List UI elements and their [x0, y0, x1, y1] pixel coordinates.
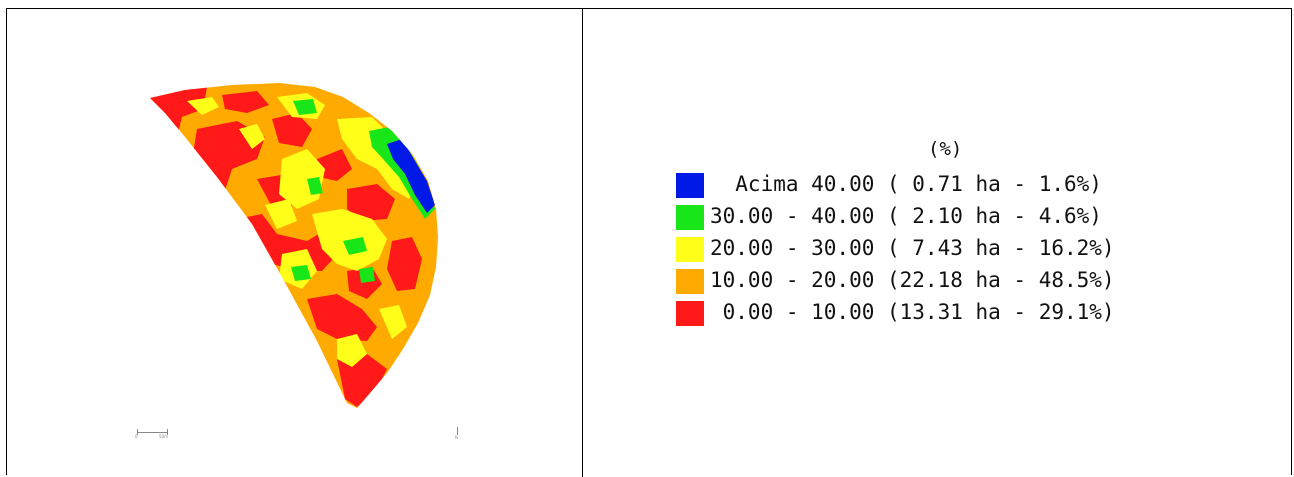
legend-label-0-10: 0.00 - 10.00 (13.31 ha - 29.1%)	[710, 300, 1115, 324]
north-label: N	[455, 435, 458, 440]
legend-label-10-20: 10.00 - 20.00 (22.18 ha - 48.5%)	[710, 268, 1115, 292]
scale-tick-end	[167, 429, 168, 435]
legend-swatch-above-40	[676, 173, 704, 198]
legend-swatch-20-30	[676, 237, 704, 262]
legend-swatch-30-40	[676, 205, 704, 230]
panel-divider	[582, 8, 583, 477]
scale-line	[137, 432, 167, 433]
legend-label-20-30: 20.00 - 30.00 ( 7.43 ha - 16.2%)	[710, 236, 1115, 260]
legend-label-30-40: 30.00 - 40.00 ( 2.10 ha - 4.6%)	[710, 204, 1102, 228]
legend-swatch-0-10	[676, 301, 704, 326]
north-arrow-line	[457, 427, 458, 435]
figure-frame	[6, 8, 1292, 475]
legend-swatch-10-20	[676, 269, 704, 294]
north-arrow: N	[455, 427, 461, 441]
legend-label-above-40: Acima 40.00 ( 0.71 ha - 1.6%)	[710, 172, 1102, 196]
scale-bar: 0 50m	[135, 429, 195, 443]
zone-above-40	[387, 139, 435, 213]
scale-start-label: 0	[135, 434, 138, 439]
scale-tick-start	[137, 429, 138, 435]
legend-title: (%)	[928, 138, 963, 160]
scale-end-label: 50m	[159, 434, 168, 439]
field-map	[150, 83, 438, 408]
map-panel: 0 50m N	[7, 9, 582, 477]
yield-zones	[150, 83, 438, 408]
